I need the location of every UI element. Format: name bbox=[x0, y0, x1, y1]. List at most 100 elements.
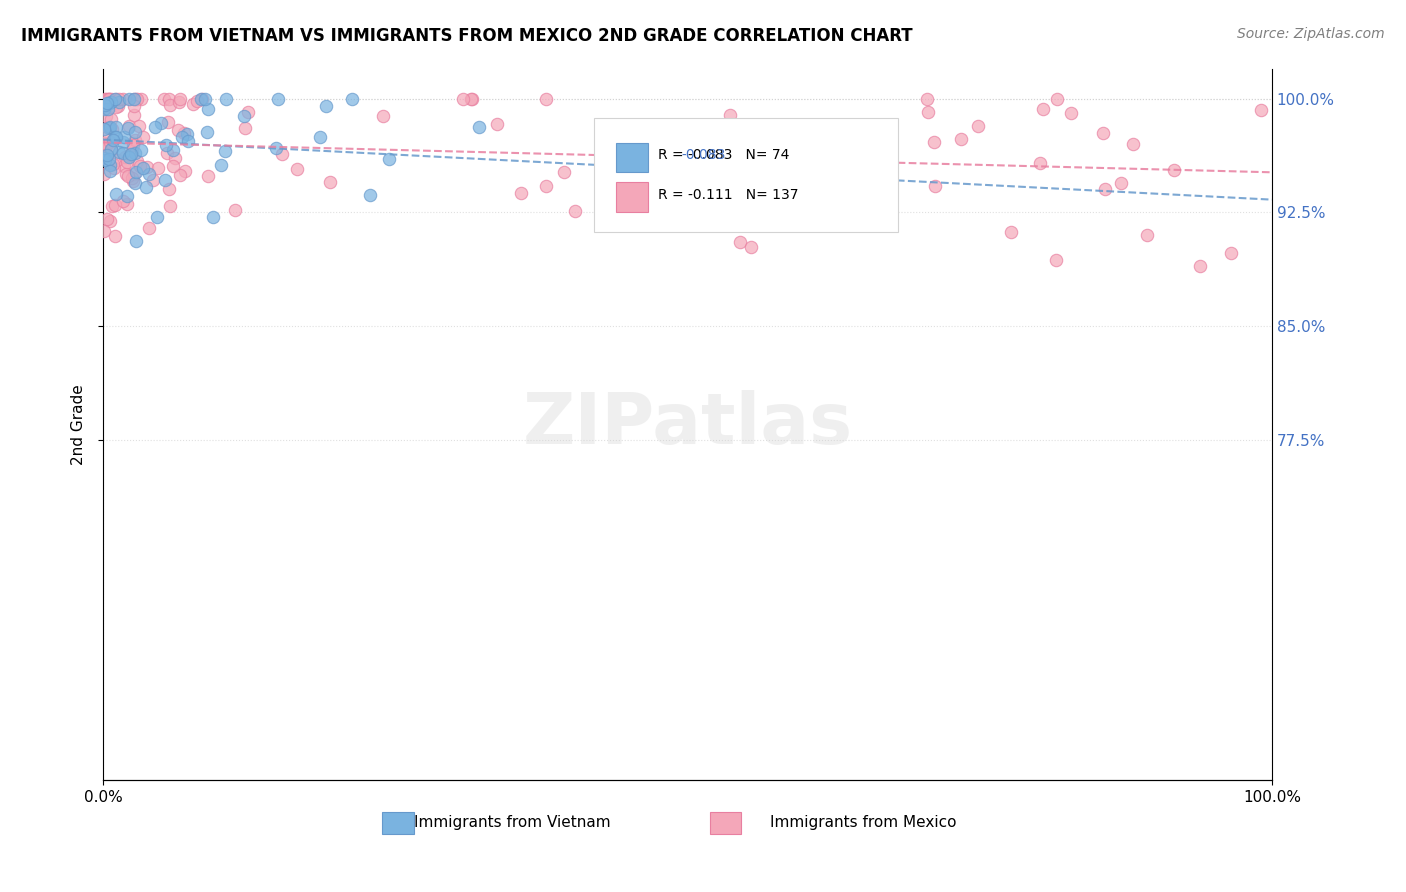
Point bbox=[742, 151, 765, 165]
Point bbox=[153, 173, 176, 187]
Point bbox=[1029, 156, 1052, 170]
Point bbox=[232, 109, 254, 123]
Point bbox=[1136, 228, 1159, 243]
Point bbox=[169, 168, 191, 182]
FancyBboxPatch shape bbox=[616, 143, 648, 172]
Point bbox=[553, 164, 575, 178]
Point bbox=[98, 163, 121, 178]
Point bbox=[319, 175, 342, 189]
Point bbox=[111, 135, 134, 149]
Point bbox=[783, 151, 806, 165]
Point bbox=[104, 95, 127, 110]
Point bbox=[124, 92, 146, 106]
Point bbox=[124, 124, 146, 138]
Point bbox=[122, 136, 145, 151]
Point bbox=[730, 235, 752, 250]
Point bbox=[224, 202, 246, 217]
Point bbox=[93, 103, 115, 117]
Point bbox=[94, 109, 117, 123]
Point bbox=[197, 102, 219, 116]
Point bbox=[315, 99, 337, 113]
Point bbox=[104, 120, 127, 134]
Point bbox=[97, 96, 120, 111]
Point bbox=[157, 182, 180, 196]
Point bbox=[181, 97, 204, 112]
Point bbox=[122, 174, 145, 188]
Point bbox=[159, 98, 181, 112]
Point bbox=[125, 234, 148, 248]
Point bbox=[153, 92, 176, 106]
Point bbox=[467, 120, 489, 134]
Point bbox=[122, 167, 145, 181]
Point bbox=[460, 92, 482, 106]
Point bbox=[146, 211, 169, 225]
Point bbox=[98, 158, 121, 172]
Point bbox=[115, 167, 138, 181]
Point bbox=[1109, 176, 1132, 190]
Point bbox=[340, 92, 363, 106]
Point bbox=[93, 121, 115, 136]
Point bbox=[124, 133, 146, 147]
FancyBboxPatch shape bbox=[593, 119, 898, 232]
Point bbox=[97, 120, 120, 134]
Point bbox=[112, 159, 135, 173]
Point bbox=[924, 179, 946, 194]
Point bbox=[1000, 225, 1022, 239]
Point bbox=[117, 120, 139, 135]
Point bbox=[136, 161, 159, 175]
Point bbox=[108, 92, 131, 106]
Point bbox=[124, 146, 146, 161]
Point bbox=[655, 129, 678, 144]
Point bbox=[371, 109, 394, 123]
Point bbox=[1188, 259, 1211, 273]
Point bbox=[194, 92, 217, 106]
Text: Source: ZipAtlas.com: Source: ZipAtlas.com bbox=[1237, 27, 1385, 41]
Point bbox=[190, 92, 212, 106]
Point bbox=[103, 133, 125, 147]
Point bbox=[143, 120, 166, 134]
Point bbox=[124, 92, 146, 106]
Point bbox=[727, 211, 749, 226]
Point bbox=[121, 171, 143, 186]
Point bbox=[309, 130, 332, 145]
Point bbox=[98, 120, 121, 134]
Point bbox=[97, 120, 120, 135]
Point bbox=[696, 154, 718, 169]
Point bbox=[125, 165, 148, 179]
FancyBboxPatch shape bbox=[616, 182, 648, 211]
Point bbox=[863, 121, 886, 136]
Point bbox=[135, 180, 157, 194]
Text: IMMIGRANTS FROM VIETNAM VS IMMIGRANTS FROM MEXICO 2ND GRADE CORRELATION CHART: IMMIGRANTS FROM VIETNAM VS IMMIGRANTS FR… bbox=[21, 27, 912, 45]
Point bbox=[967, 119, 990, 133]
Point bbox=[108, 145, 131, 159]
Point bbox=[138, 220, 160, 235]
Point bbox=[101, 157, 124, 171]
Point bbox=[94, 95, 117, 109]
Point bbox=[1032, 103, 1054, 117]
Point bbox=[127, 92, 149, 106]
Point bbox=[94, 151, 117, 165]
Point bbox=[148, 161, 170, 175]
Point bbox=[117, 155, 139, 169]
Point bbox=[849, 139, 872, 153]
Point bbox=[105, 100, 128, 114]
Point bbox=[619, 189, 641, 203]
Point bbox=[534, 178, 557, 193]
Point bbox=[271, 147, 294, 161]
Point bbox=[104, 229, 127, 244]
Point bbox=[93, 137, 115, 152]
Point bbox=[209, 158, 232, 172]
Text: R = -0.083   N= 74: R = -0.083 N= 74 bbox=[658, 148, 790, 162]
Point bbox=[1219, 245, 1241, 260]
Point bbox=[112, 194, 135, 209]
Point bbox=[159, 199, 181, 213]
Point bbox=[103, 161, 125, 175]
Point bbox=[93, 136, 115, 150]
Y-axis label: 2nd Grade: 2nd Grade bbox=[72, 384, 86, 465]
Point bbox=[155, 138, 177, 153]
Point bbox=[191, 92, 214, 106]
Point bbox=[105, 187, 128, 202]
Point bbox=[97, 96, 120, 111]
Point bbox=[1045, 252, 1067, 267]
Point bbox=[156, 145, 179, 160]
